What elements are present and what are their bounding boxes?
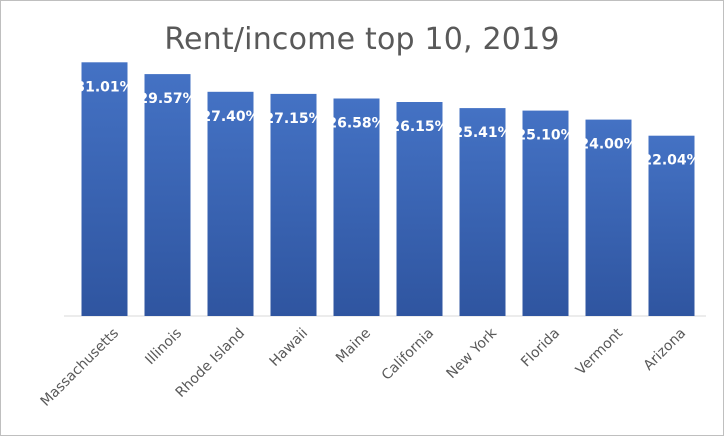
category-label-7: Florida bbox=[518, 325, 563, 370]
data-label-3: 27.15% bbox=[264, 111, 322, 127]
chart-title: Rent/income top 10, 2019 bbox=[164, 22, 560, 57]
bar-4 bbox=[333, 98, 380, 316]
data-label-6: 25.41% bbox=[453, 125, 511, 141]
category-label-9: Arizona bbox=[641, 325, 690, 374]
bar-7 bbox=[522, 110, 569, 316]
bar-9 bbox=[648, 135, 695, 316]
category-label-8: Vermont bbox=[573, 325, 627, 379]
data-label-4: 26.58% bbox=[327, 116, 385, 132]
bars-group bbox=[81, 62, 695, 317]
category-label-3: Hawaii bbox=[267, 325, 311, 369]
category-label-4: Maine bbox=[333, 325, 374, 366]
data-label-1: 29.57% bbox=[138, 91, 196, 107]
bar-8 bbox=[585, 119, 632, 316]
data-label-7: 25.10% bbox=[516, 128, 574, 144]
bar-1 bbox=[144, 74, 191, 316]
bar-0 bbox=[81, 62, 128, 316]
data-label-0: 31.01% bbox=[75, 79, 133, 95]
category-label-0: Massachusetts bbox=[38, 325, 122, 409]
category-label-1: Illinois bbox=[142, 325, 185, 368]
category-label-6: New York bbox=[443, 325, 500, 382]
category-label-5: California bbox=[379, 325, 437, 383]
bar-6 bbox=[459, 108, 506, 316]
data-label-2: 27.40% bbox=[201, 109, 259, 125]
bar-5 bbox=[396, 102, 443, 316]
bar-3 bbox=[270, 93, 317, 317]
bar-2 bbox=[207, 91, 254, 316]
data-label-5: 26.15% bbox=[390, 119, 448, 135]
data-label-9: 22.04% bbox=[642, 153, 700, 169]
data-label-8: 24.00% bbox=[579, 137, 637, 153]
data-labels-group: 31.01% 29.57% 27.40% 27.15% 26.58% 26.15% 25.4… bbox=[75, 79, 700, 168]
